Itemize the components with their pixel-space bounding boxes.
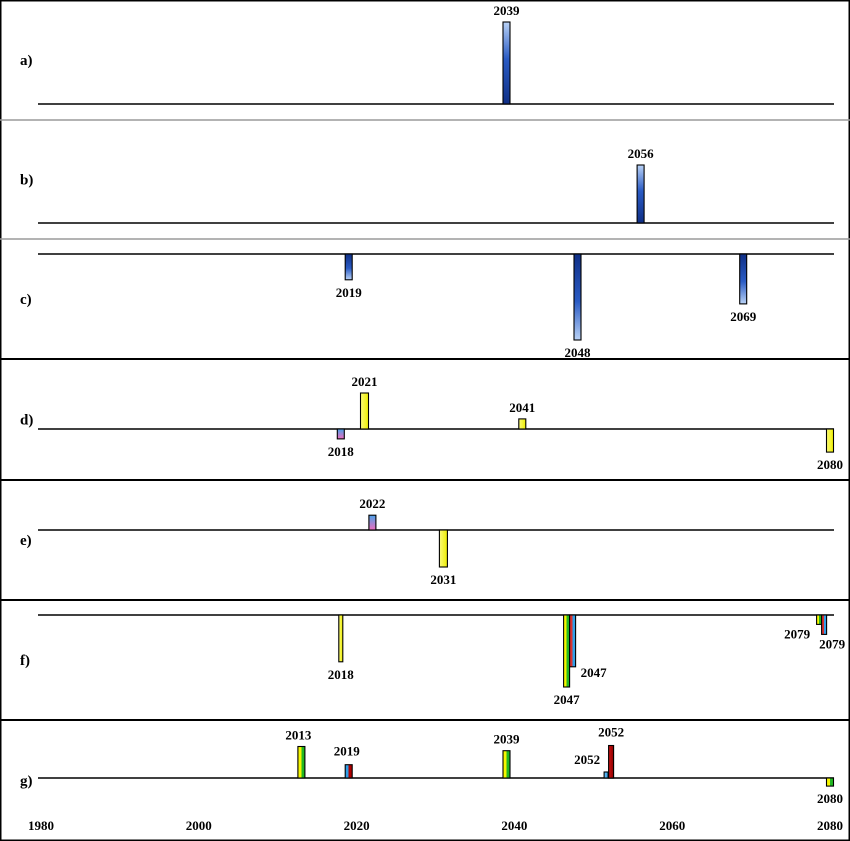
x-tick-label-2060: 2060 — [659, 818, 685, 833]
bar-2018 — [338, 614, 344, 663]
panel-label: c) — [20, 292, 32, 308]
bar-2031 — [438, 529, 448, 568]
bar-label-2019: 2019 — [334, 744, 361, 759]
bar-label-2019: 2019 — [336, 285, 363, 300]
panel-a: a) 2039 — [0, 3, 850, 121]
bar-2047 — [569, 614, 577, 668]
bar-2041 — [518, 418, 527, 430]
bar-label-2021: 2021 — [352, 374, 378, 389]
panel-label: a) — [20, 53, 33, 69]
x-tick-label-2020: 2020 — [344, 818, 370, 833]
bar-2013 — [297, 745, 306, 779]
bar-label-2022: 2022 — [359, 496, 385, 511]
bar-2021 — [359, 392, 370, 430]
bar-2056 — [636, 164, 645, 224]
panel-e: e) 2022 2031 — [0, 496, 850, 601]
bar-2079 — [821, 614, 828, 635]
panel-b: b) 2056 — [0, 146, 850, 240]
bar-2022 — [368, 514, 377, 531]
bar-2048 — [573, 253, 582, 341]
bar-2069 — [739, 253, 748, 305]
bar-2079 — [816, 614, 823, 625]
bar-label-2018: 2018 — [328, 444, 355, 459]
bar-2019 — [344, 253, 353, 281]
bar-label-2079: 2079 — [784, 626, 811, 641]
bar-label-2080: 2080 — [817, 457, 843, 472]
bar-2018 — [336, 428, 345, 440]
bar-label-2048: 2048 — [565, 345, 592, 360]
bar-2080 — [825, 777, 835, 787]
bar-label-2041: 2041 — [509, 400, 535, 415]
panel-label: f) — [20, 653, 30, 669]
bar-label-2047: 2047 — [581, 665, 608, 680]
panel-label: b) — [20, 173, 33, 189]
bar-label-2047: 2047 — [554, 692, 581, 707]
bar-2052 — [603, 771, 609, 779]
x-tick-label-2040: 2040 — [501, 818, 527, 833]
bar-label-2052: 2052 — [574, 752, 600, 767]
bar-label-2039: 2039 — [494, 732, 521, 747]
panel-c: c) 2019 2048 2069 — [0, 253, 850, 360]
x-axis: 1980 2000 2020 2040 2060 2080 — [28, 818, 843, 833]
bar-2039 — [502, 750, 511, 779]
panel-label: e) — [20, 533, 32, 549]
panel-label: d) — [20, 413, 33, 429]
x-tick-label-2000: 2000 — [186, 818, 212, 833]
bar-label-2013: 2013 — [285, 728, 312, 743]
x-tick-label-1980: 1980 — [28, 818, 54, 833]
bar-label-2039: 2039 — [494, 3, 521, 18]
bar-2039 — [502, 21, 511, 105]
bar-label-2056: 2056 — [628, 146, 655, 161]
panel-g: g) 2013 2019 2039 2052 2052 2080 — [20, 725, 843, 807]
panels-layer: a) 2039 b) 2056 c) 2019 2048 2069 d) 2018 2021 2041… — [0, 3, 850, 806]
bar-2052 — [608, 744, 615, 779]
bar-label-2079: 2079 — [819, 636, 846, 651]
bar-2047 — [563, 614, 571, 688]
bar-label-2080: 2080 — [817, 791, 843, 806]
x-tick-label-2080: 2080 — [817, 818, 843, 833]
panel-label: g) — [20, 774, 33, 790]
bar-label-2069: 2069 — [730, 309, 757, 324]
bar-label-2052: 2052 — [598, 725, 624, 740]
bar-2019 — [344, 764, 353, 779]
panel-d: d) 2018 2021 2041 2080 — [0, 374, 850, 481]
bar-label-2018: 2018 — [328, 667, 355, 682]
bar-2080 — [825, 428, 835, 453]
bar-label-2031: 2031 — [430, 572, 456, 587]
